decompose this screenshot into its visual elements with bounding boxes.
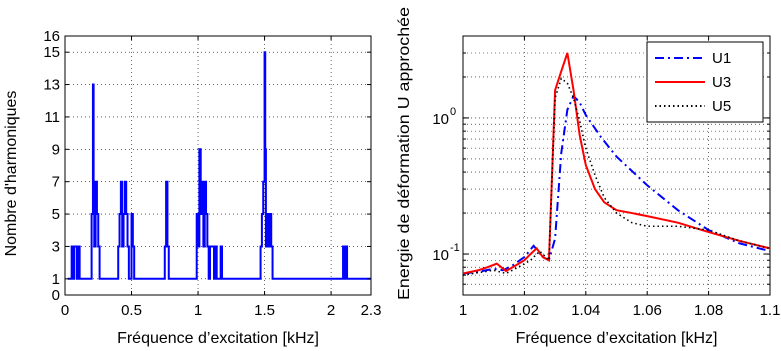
y-tick-label: 15 [43,44,60,61]
y-tick-exponent: 0 [450,106,456,118]
harmonics-x-axis-label: Fréquence d’excitation [kHz] [117,330,319,347]
y-tick-exponent: -1 [450,242,460,254]
y-tick-label: 5 [52,206,60,223]
x-tick-label: 1.1 [760,302,781,319]
harmonics-series [67,51,371,280]
energy-series-line-u3 [462,52,771,275]
y-tick-label: 10 [432,247,449,264]
x-tick-label: 1 [459,302,467,319]
y-tick-label: 11 [44,109,60,126]
y-tick-label: 0 [52,287,60,304]
energy-series-line-u1 [462,94,771,275]
y-tick-label: 16 [43,28,60,45]
harmonics-y-axis-label: Nombre d'harmoniques [3,91,20,257]
x-tick-label: 1 [194,302,202,319]
energy-plot-frame [462,35,771,296]
y-tick-label: 13 [43,77,60,94]
energy-y-axis-label: Energie de déformation U approchée [396,7,413,300]
x-tick-label: 1.04 [571,302,600,319]
y-tick-label: 1 [52,271,60,288]
x-tick-label: 1.5 [254,302,275,319]
harmonics-series-line [67,51,371,280]
x-tick-label: 1.08 [694,302,723,319]
y-tick-label: 3 [52,238,60,255]
energy-x-axis-label: Fréquence d’excitation [kHz] [516,330,718,347]
energy-series [462,52,771,276]
harmonics-plot-frame [64,35,372,296]
x-tick-label: 1.06 [633,302,662,319]
x-tick-label: 2 [327,302,335,319]
harmonics-grid [65,36,371,295]
y-tick-label: 9 [52,141,60,158]
legend-label: U5 [712,98,731,115]
y-tick-label: 7 [52,174,60,191]
y-tick-label: 10 [432,111,449,128]
x-tick-label: 0 [61,302,69,319]
x-tick-label: 0.5 [121,302,142,319]
legend-label: U3 [712,74,731,91]
x-tick-label: 1.02 [510,302,539,319]
legend-label: U1 [712,50,731,67]
energy-legend: U1 U3 U5 [646,41,764,123]
x-tick-label: 2.3 [361,302,382,319]
